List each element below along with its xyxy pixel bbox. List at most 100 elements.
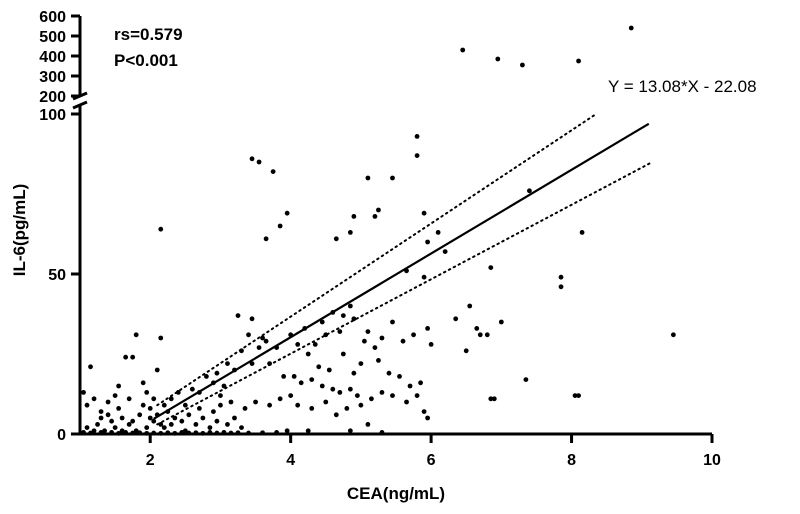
- data-point: [340, 351, 346, 357]
- data-point: [91, 396, 97, 402]
- data-point: [249, 316, 255, 322]
- data-point: [298, 380, 304, 386]
- data-point: [270, 169, 276, 175]
- data-point: [421, 210, 427, 216]
- data-point: [232, 415, 237, 421]
- data-point: [284, 428, 290, 434]
- data-point: [158, 226, 164, 232]
- data-point: [235, 313, 241, 318]
- data-point: [137, 412, 143, 418]
- data-point: [211, 409, 216, 414]
- data-point: [309, 377, 315, 382]
- data-point: [337, 390, 343, 395]
- data-point: [126, 396, 132, 402]
- data-point: [260, 335, 265, 341]
- data-point: [200, 415, 206, 421]
- data-point: [312, 342, 318, 347]
- data-point: [379, 390, 385, 395]
- data-point: [319, 319, 325, 325]
- data-point: [133, 428, 139, 434]
- data-point: [214, 370, 220, 376]
- data-point: [98, 415, 104, 421]
- data-point: [372, 345, 378, 350]
- x-tick-label: 8: [567, 452, 576, 469]
- data-point: [309, 406, 315, 411]
- data-point: [151, 396, 157, 402]
- data-point: [397, 374, 402, 379]
- data-point: [347, 230, 353, 235]
- data-point: [256, 345, 262, 350]
- data-point: [116, 406, 122, 411]
- data-point: [340, 313, 346, 318]
- data-point: [330, 386, 336, 392]
- data-point: [182, 428, 188, 434]
- data-points: [81, 25, 676, 436]
- data-point: [498, 319, 504, 325]
- data-point: [474, 326, 480, 331]
- data-point: [218, 393, 223, 398]
- data-point: [358, 402, 364, 408]
- data-point: [123, 354, 129, 360]
- data-point: [225, 422, 230, 427]
- data-point: [154, 367, 160, 373]
- data-point: [140, 380, 146, 386]
- data-point: [305, 351, 311, 357]
- data-point: [414, 393, 420, 398]
- data-point: [186, 412, 192, 418]
- y-tick-label: 500: [39, 29, 66, 46]
- data-point: [109, 418, 114, 424]
- data-point: [204, 374, 209, 379]
- data-point: [576, 58, 581, 64]
- data-point: [491, 396, 497, 402]
- data-point: [407, 383, 413, 389]
- data-point: [337, 329, 343, 334]
- data-point: [414, 134, 420, 139]
- data-point: [151, 418, 157, 424]
- data-point: [425, 239, 430, 245]
- data-point: [376, 358, 381, 363]
- x-tick-label: 4: [286, 452, 295, 469]
- data-point: [158, 335, 164, 341]
- data-point: [95, 422, 100, 427]
- data-point: [288, 393, 294, 398]
- data-point: [418, 380, 423, 386]
- data-point: [277, 223, 283, 229]
- data-point: [130, 418, 136, 424]
- data-point: [354, 393, 360, 398]
- data-point: [428, 342, 434, 347]
- data-point: [390, 319, 395, 325]
- data-point: [488, 396, 494, 402]
- data-point: [291, 374, 297, 379]
- data-point: [158, 422, 164, 427]
- data-point: [295, 342, 301, 347]
- data-point: [305, 428, 311, 434]
- data-point: [333, 412, 339, 418]
- data-point: [182, 402, 188, 408]
- y-tick-label: 50: [48, 267, 66, 284]
- data-point: [527, 188, 532, 194]
- data-point: [347, 303, 353, 309]
- data-point: [333, 236, 339, 242]
- data-point: [249, 156, 255, 162]
- data-point: [558, 284, 564, 290]
- data-point: [147, 415, 153, 421]
- data-point: [421, 409, 427, 414]
- y-tick-label: 400: [39, 49, 66, 66]
- data-point: [404, 399, 409, 405]
- data-point: [344, 406, 350, 411]
- data-point: [91, 428, 97, 434]
- data-point: [520, 62, 525, 68]
- data-point: [460, 47, 466, 53]
- y-tick-label: 300: [39, 69, 66, 86]
- data-point: [98, 409, 104, 414]
- data-point: [372, 214, 378, 219]
- data-point: [218, 402, 223, 408]
- data-point: [246, 332, 251, 338]
- data-point: [376, 207, 381, 213]
- data-point: [421, 274, 427, 280]
- data-point: [358, 361, 364, 366]
- data-point: [196, 406, 202, 411]
- data-point: [263, 236, 269, 242]
- data-point: [351, 370, 357, 376]
- data-point: [263, 338, 269, 344]
